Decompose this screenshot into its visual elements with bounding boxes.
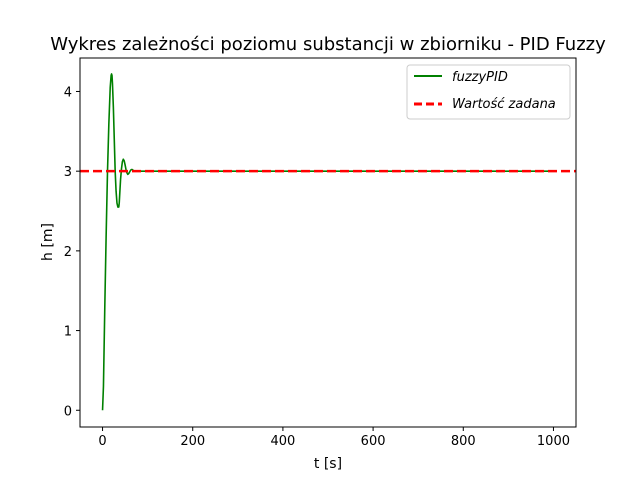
axes-frame [79,57,577,428]
x-tick-label: 400 [270,434,295,449]
y-tick-label: 3 [64,165,72,180]
x-tick-label: 800 [451,434,476,449]
x-tick-label: 0 [98,434,106,449]
y-axis-ticks: 0 1 2 3 4 [64,85,80,419]
x-axis-label: t [s] [314,456,342,472]
x-tick-label: 200 [180,434,205,449]
x-axis-ticks: 0 200 400 600 800 1000 [98,427,570,449]
y-tick-label: 0 [64,404,72,419]
x-tick-label: 600 [361,434,386,449]
x-tick-label: 1000 [537,434,570,449]
y-tick-label: 4 [64,85,72,100]
legend-box [406,64,571,120]
series-layer [80,73,576,411]
y-axis-label: h [m] [40,223,56,261]
legend-label-fuzzypid: fuzzyPID [452,70,508,85]
chart-title: Wykres zależności poziomu substancji w z… [50,34,606,55]
y-tick-label: 2 [64,245,72,260]
y-tick-label: 1 [64,325,72,340]
legend: fuzzyPID Wartość zadana [406,64,571,120]
legend-label-setpoint: Wartość zadana [452,97,556,112]
